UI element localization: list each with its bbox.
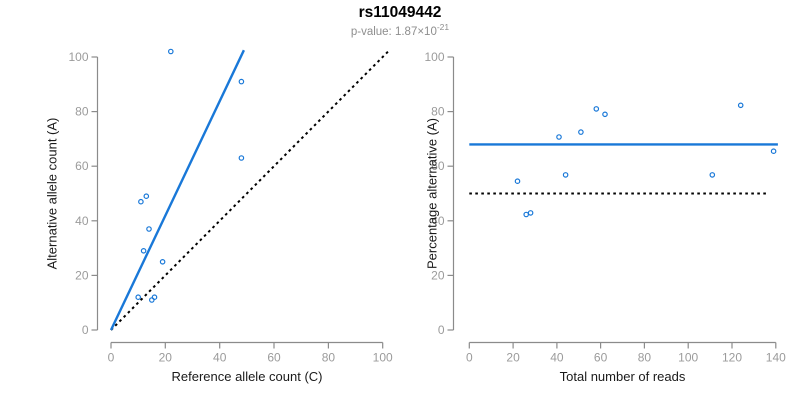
data-point — [523, 211, 530, 218]
pvalue-text: p-value: 1.87×10 — [350, 25, 437, 38]
y-tick-label: 40 — [75, 214, 89, 228]
data-point — [527, 210, 534, 216]
x-tick-label: 80 — [322, 351, 336, 365]
y-tick-label: 0 — [438, 323, 445, 337]
data-point — [140, 248, 147, 254]
x-tick-label: 40 — [550, 351, 564, 365]
left-plot-x-axis-title: Reference allele count (C) — [171, 369, 323, 384]
data-point — [238, 155, 245, 161]
y-tick-label: 20 — [75, 268, 89, 282]
plot-title: rs11049442 — [358, 4, 442, 21]
data-point — [138, 198, 144, 205]
data-point — [151, 294, 158, 301]
data-point — [143, 193, 150, 200]
x-tick-label: 60 — [594, 351, 608, 365]
data-point — [602, 111, 608, 118]
data-point — [514, 178, 521, 185]
x-tick-label: 100 — [678, 351, 698, 365]
right-plot-y-axis-title: Percentage alternative (A) — [424, 117, 440, 270]
y-tick-label: 100 — [424, 50, 444, 64]
y-tick-label: 60 — [431, 159, 445, 173]
x-tick-label: 140 — [766, 351, 786, 365]
x-tick-label: 40 — [213, 351, 227, 365]
data-point — [135, 294, 142, 301]
data-point — [159, 258, 166, 265]
data-point — [146, 226, 152, 232]
left-plot-y-axis-title: Alternative allele count (A) — [44, 117, 60, 270]
data-point — [578, 129, 584, 135]
data-point — [770, 148, 777, 155]
x-tick-label: 20 — [506, 351, 520, 365]
data-point — [737, 102, 744, 109]
right-plot-x-axis-title: Total number of reads — [559, 369, 686, 384]
pvalue-exponent: -21 — [436, 22, 450, 32]
x-tick-label: 60 — [267, 351, 281, 365]
data-point — [556, 134, 562, 140]
data-point — [593, 106, 600, 112]
x-tick-label: 0 — [108, 351, 115, 365]
plot-subtitle: p-value: 1.87×10-21 — [0, 22, 800, 38]
data-point — [238, 78, 245, 85]
y-tick-label: 80 — [431, 105, 445, 119]
data-point — [562, 172, 569, 178]
y-tick-label: 100 — [68, 50, 88, 64]
y-tick-label: 40 — [431, 214, 445, 228]
x-tick-label: 80 — [638, 351, 652, 365]
data-point — [709, 172, 716, 178]
x-tick-label: 100 — [373, 351, 393, 365]
x-tick-label: 0 — [466, 351, 473, 365]
y-tick-label: 20 — [431, 268, 445, 282]
y-tick-label: 80 — [75, 105, 89, 119]
reference-dotted-line — [110, 50, 389, 331]
x-tick-label: 20 — [159, 351, 173, 365]
y-tick-label: 0 — [82, 323, 89, 337]
y-tick-label: 60 — [75, 159, 89, 173]
fit-line — [109, 49, 245, 331]
x-tick-label: 120 — [722, 351, 742, 365]
data-point — [168, 48, 174, 55]
